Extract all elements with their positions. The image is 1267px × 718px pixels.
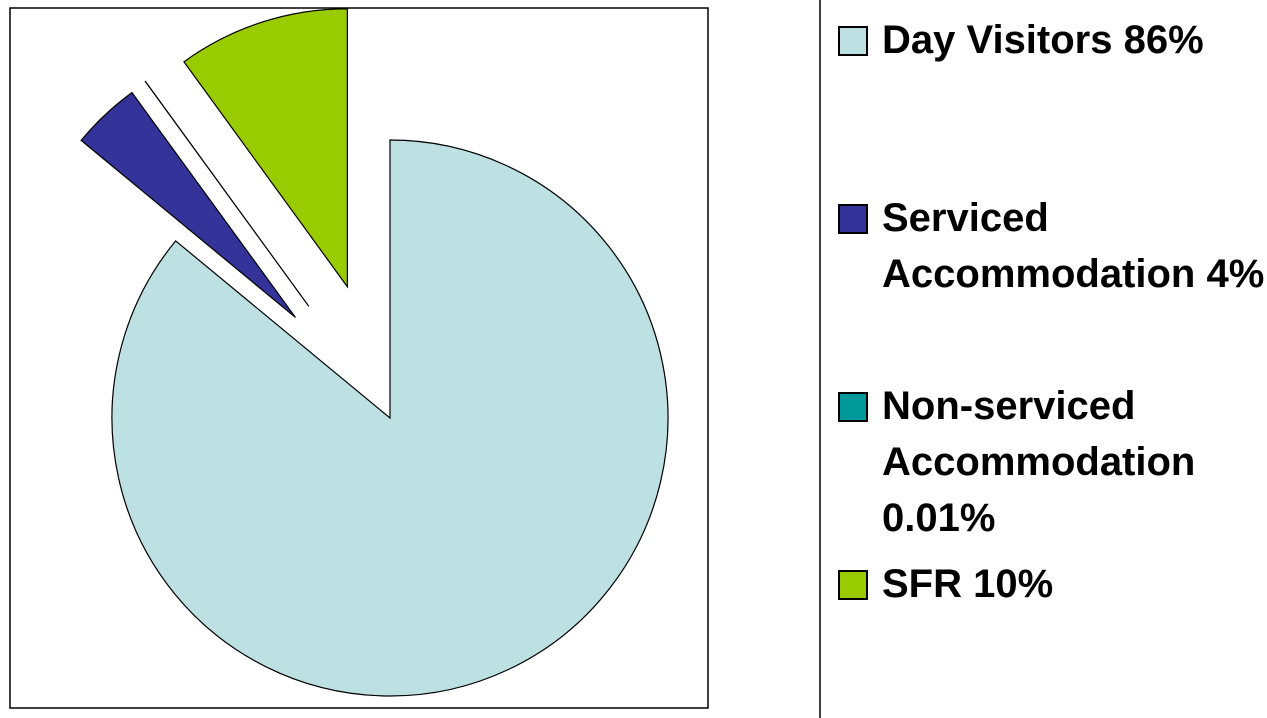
legend-category: SFR bbox=[882, 562, 962, 606]
legend-swatch bbox=[838, 26, 868, 56]
legend-value: 0.01% bbox=[882, 496, 996, 540]
legend-category: Serviced Accommodation bbox=[882, 196, 1196, 296]
legend-label: Serviced Accommodation 4% bbox=[882, 190, 1266, 302]
legend-swatch bbox=[838, 392, 868, 422]
legend-category: Non-serviced Accommodation bbox=[882, 384, 1196, 484]
legend-label: SFR 10% bbox=[882, 556, 1266, 612]
legend-label: Non-serviced Accommodation 0.01% bbox=[882, 378, 1266, 546]
legend-value: 10% bbox=[973, 562, 1054, 606]
legend-category: Day Visitors bbox=[882, 18, 1113, 62]
pie-slice bbox=[80, 91, 296, 318]
pie-slice bbox=[111, 139, 669, 697]
legend-swatch bbox=[838, 204, 868, 234]
legend-swatch bbox=[838, 570, 868, 600]
legend-value: 86% bbox=[1123, 18, 1204, 62]
plot-frame bbox=[9, 7, 709, 709]
legend-value: 4% bbox=[1206, 252, 1265, 296]
pie-slice bbox=[183, 8, 348, 289]
legend-label: Day Visitors 86% bbox=[882, 12, 1266, 68]
pie-slice bbox=[144, 80, 310, 307]
